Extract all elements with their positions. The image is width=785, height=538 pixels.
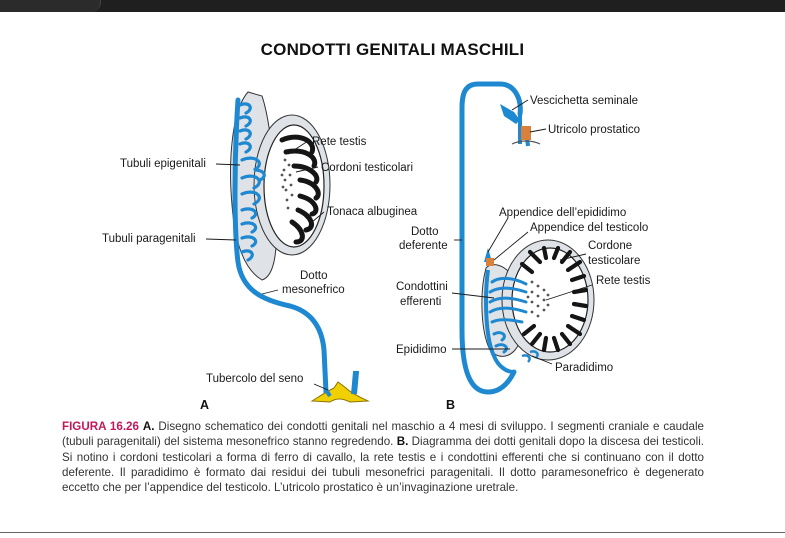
testis-cords-b: [519, 245, 589, 353]
caption-text-a: Disegno schematico dei condotti genitali…: [62, 420, 704, 449]
label-tubuli-epigenitali: Tubuli epigenitali: [120, 158, 206, 170]
efferent-ductules: [488, 276, 528, 354]
label-tubercolo-del-seno: Tubercolo del seno: [206, 373, 303, 385]
label-condottini-efferenti-1: Condottini: [396, 281, 448, 293]
rete-testis-b: [526, 280, 550, 318]
prostatic-utricle: [521, 126, 531, 140]
testis-cords-a: [279, 134, 321, 245]
label-cordone-testicolare-1: Cordone: [588, 240, 632, 252]
label-epididimo: Epididimo: [396, 344, 447, 356]
appendix-testis: [486, 258, 494, 266]
label-tubuli-paragenitali: Tubuli paragenitali: [102, 233, 196, 245]
label-dotto-deferente-1: Dotto: [411, 226, 439, 238]
label-dotto-mesonefrico-2: mesonefrico: [282, 284, 345, 296]
label-tonaca-albuginea: Tonaca albuginea: [327, 206, 418, 218]
paradidymis: [521, 350, 539, 363]
label-cordone-testicolare-2: testicolare: [588, 255, 640, 267]
label-utricolo-prostatico: Utricolo prostatico: [548, 124, 640, 136]
panel-label-a: A: [200, 398, 209, 412]
caption-figure-number: FIGURA 16.26: [62, 420, 139, 433]
label-vescichetta-seminale: Vescichetta seminale: [530, 95, 638, 107]
label-paradidimo: Paradidimo: [555, 362, 613, 374]
figure-caption: FIGURA 16.26 A. Disegno schematico dei c…: [62, 419, 704, 495]
page-title: CONDOTTI GENITALI MASCHILI: [260, 40, 525, 59]
diagram-a: Rete testis Tubuli epigenitali Cordoni t…: [102, 91, 418, 412]
caption-a-marker: A.: [142, 420, 155, 433]
window-top-bar: [0, 0, 785, 12]
label-dotto-deferente-2: deferente: [399, 240, 448, 252]
caption-text-b: Diagramma dei dotti genitali dopo la dis…: [62, 435, 704, 495]
diagram-b: Vescichetta seminale Utricolo prostatico…: [396, 81, 651, 412]
panel-label-b: B: [446, 398, 455, 412]
label-appendice-testicolo: Appendice del testicolo: [530, 222, 648, 234]
mesonephric-tubules: [238, 102, 266, 262]
label-cordoni-testicolari: Cordoni testicolari: [321, 162, 413, 174]
sinus-tubercle: [310, 381, 370, 403]
label-condottini-efferenti-2: efferenti: [400, 296, 441, 308]
mesonephric-duct: [232, 97, 329, 395]
label-dotto-mesonefrico-1: Dotto: [300, 270, 328, 282]
bottom-divider: [0, 532, 785, 533]
seminal-vesicle: [500, 104, 520, 124]
caption-b-marker: B.: [396, 435, 409, 449]
label-appendice-epididimo: Appendice dell’epididimo: [499, 207, 626, 219]
label-rete-testis-a: Rete testis: [312, 136, 367, 148]
label-rete-testis-b: Rete testis: [596, 275, 651, 287]
vas-deferens: [459, 81, 523, 395]
rete-testis-a: [280, 158, 294, 210]
